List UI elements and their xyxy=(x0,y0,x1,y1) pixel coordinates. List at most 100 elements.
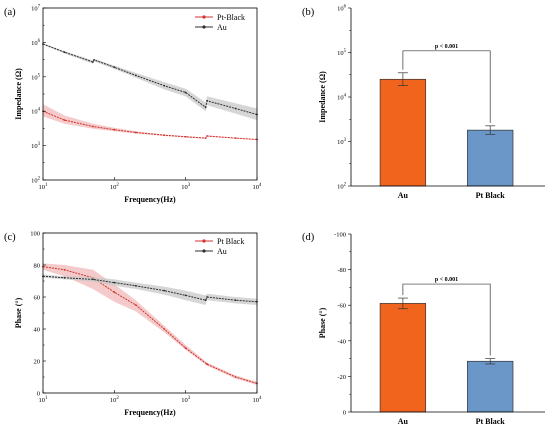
series-line-au xyxy=(42,43,258,115)
x-tick-label-base: 10 xyxy=(110,184,117,191)
significance-line xyxy=(402,50,491,123)
series-point-pt-black xyxy=(206,135,209,137)
x-tick-label-base: 10 xyxy=(253,397,260,404)
y-tick-label-exponent: 5 xyxy=(344,49,347,54)
series-point-au xyxy=(206,99,209,102)
y-tick-label: 105 xyxy=(337,49,347,57)
y-axis-title: Phase (°) xyxy=(318,307,327,338)
y-tick-label: 103 xyxy=(337,138,347,146)
series-point-pt-black xyxy=(134,304,137,306)
x-tick-label-base: 10 xyxy=(39,397,46,404)
y-tick-label-exponent: 6 xyxy=(344,5,347,10)
series-point-pt-black xyxy=(204,137,207,140)
x-tick-label: 101 xyxy=(39,183,49,191)
x-tick-label-exponent: 1 xyxy=(45,396,48,401)
y-tick-label-base: 10 xyxy=(337,139,344,146)
y-tick-label-base: 100 xyxy=(30,231,40,238)
series-band-au xyxy=(43,274,257,305)
series-point-au xyxy=(234,299,237,302)
series-point-au xyxy=(184,91,187,94)
category-label-pt-black: Pt Black xyxy=(476,417,506,426)
y-tick-label-base: 60 xyxy=(34,295,41,302)
y-tick-label: -40 xyxy=(337,338,346,345)
y-tick-label-exponent: 2 xyxy=(38,177,41,182)
series-line-au xyxy=(42,275,258,303)
panel-label: (b) xyxy=(302,7,315,18)
series-point-au xyxy=(92,61,94,63)
legend-label-au: Au xyxy=(217,23,227,32)
x-axis-title: Frequency(Hz) xyxy=(124,195,176,204)
panel-c-phase-line-chart: (c)101 102 103 104020406080100Frequency(Hz)… xyxy=(4,231,262,418)
x-tick-label-base: 10 xyxy=(253,184,260,191)
x-tick-label-exponent: 2 xyxy=(116,183,119,188)
y-tick-label-base: 10 xyxy=(31,40,38,47)
y-tick-label: -80 xyxy=(337,267,346,274)
category-label-pt-black: Pt Black xyxy=(476,191,506,200)
y-tick-label: -20 xyxy=(337,374,346,381)
y-tick-label-base: -60 xyxy=(337,303,346,310)
panel-label: (a) xyxy=(4,7,16,18)
y-tick-label: 102 xyxy=(337,183,347,191)
legend-marker-pt-black xyxy=(202,239,206,243)
y-tick-label: 106 xyxy=(337,5,347,13)
y-tick-label: 104 xyxy=(31,108,41,116)
y-tick-label-base: -80 xyxy=(337,267,346,274)
significance-label: p < 0.001 xyxy=(435,44,458,50)
series-point-au xyxy=(93,59,95,61)
series-line-pt-black xyxy=(42,266,258,384)
y-tick-label: -100 xyxy=(334,232,346,239)
x-tick-label-exponent: 3 xyxy=(188,183,191,188)
series-point-au xyxy=(134,74,137,77)
y-tick-label-base: 10 xyxy=(337,184,344,191)
series-point-au xyxy=(204,299,207,302)
y-tick-label: 102 xyxy=(31,177,41,185)
series-point-pt-black xyxy=(234,137,237,140)
series-point-au xyxy=(163,84,166,87)
series-point-au xyxy=(163,289,166,292)
y-axis-title: Impedance (Ω) xyxy=(14,68,23,120)
plot-area xyxy=(42,263,258,385)
panel-label: (d) xyxy=(302,232,315,243)
series-point-au xyxy=(63,276,66,279)
y-tick-label-base: 10 xyxy=(31,6,38,13)
x-tick-label: 101 xyxy=(39,396,49,404)
series-point-pt-black xyxy=(113,128,116,131)
series-point-pt-black xyxy=(63,119,66,121)
legend-label-pt-black: Pt Black xyxy=(217,237,244,246)
series-point-au xyxy=(63,51,66,54)
x-tick-label-exponent: 4 xyxy=(259,183,262,188)
y-tick-label-base: 0 xyxy=(37,391,40,398)
y-tick-label-exponent: 5 xyxy=(38,73,41,78)
panel-d-phase-bar-chart: (d) Au Pt Black p < 0.001 0 -20 -40 -60 -80 -100 P… xyxy=(302,232,545,426)
y-tick-label-base: 40 xyxy=(34,327,41,334)
y-tick-label: 40 xyxy=(34,327,41,334)
series-point-pt-black xyxy=(163,134,166,137)
series-point-au xyxy=(113,66,116,69)
series-point-au xyxy=(113,281,116,284)
y-tick-label: 0 xyxy=(343,410,346,417)
series-point-au xyxy=(184,294,187,297)
y-tick-label: 0 xyxy=(37,391,40,398)
legend-label-au: Au xyxy=(217,247,227,256)
y-tick-label: -60 xyxy=(337,303,346,310)
series-point-pt-black xyxy=(113,291,116,294)
y-tick-label-base: 0 xyxy=(343,410,346,417)
y-tick-label-exponent: 4 xyxy=(38,108,41,113)
y-tick-label-exponent: 3 xyxy=(344,138,347,143)
significance-bracket: p < 0.001 xyxy=(402,277,491,356)
y-tick-label-exponent: 2 xyxy=(344,183,347,188)
y-tick-label: 104 xyxy=(337,94,347,102)
x-tick-label: 102 xyxy=(110,183,120,191)
x-tick-label-base: 10 xyxy=(181,397,188,404)
y-tick-label: 80 xyxy=(34,263,41,270)
legend-marker-au xyxy=(202,25,206,29)
series-point-au xyxy=(134,284,137,287)
series-point-pt-black xyxy=(184,135,187,138)
x-tick-label-exponent: 4 xyxy=(259,396,262,401)
y-tick-label: 60 xyxy=(34,295,41,302)
category-label-au: Au xyxy=(398,417,409,426)
